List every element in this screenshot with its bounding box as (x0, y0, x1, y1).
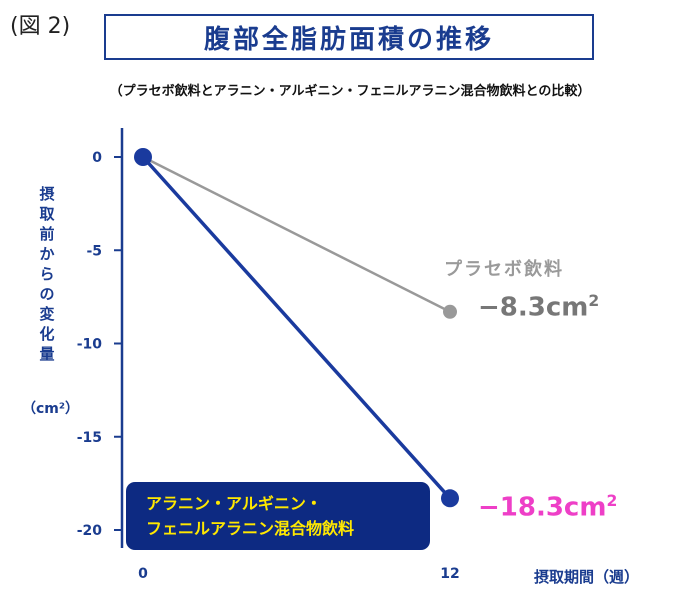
x-axis-label: 摂取期間（週） (534, 568, 640, 586)
x-tick-label: 12 (440, 566, 459, 582)
series-line-placebo (142, 155, 451, 313)
placebo-end-value-text: −8.3cm (478, 292, 589, 323)
y-tick-label: -10 (77, 337, 103, 353)
data-point-active (134, 148, 152, 166)
chart-subtitle: （プラセボ飲料とアラニン・アルギニン・フェニルアラニン混合物飲料との比較） (109, 84, 591, 99)
y-tick-label: 0 (92, 150, 102, 166)
y-tick-label: -20 (77, 523, 103, 539)
active-end-value-text: −18.3cm (478, 492, 607, 523)
placebo-series-label: プラセボ飲料 (444, 259, 564, 280)
active-end-value: −18.3cm2 (478, 492, 617, 523)
y-axis-unit: （cm²） (22, 401, 80, 417)
chart-title: 腹部全脂肪面積の推移 (203, 24, 494, 55)
series-line-active (141, 155, 452, 500)
data-point-active (441, 489, 459, 508)
active-unit-superscript: 2 (606, 492, 618, 510)
x-tick-label: 0 (138, 566, 148, 582)
title-box: 腹部全脂肪面積の推移 (104, 14, 594, 60)
active-series-legend: アラニン・アルギニン・ フェニルアラニン混合物飲料 (126, 482, 430, 550)
legend-line-2: フェニルアラニン混合物飲料 (146, 519, 355, 538)
legend-line-1: アラニン・アルギニン・ (146, 494, 322, 513)
y-tick-label: -15 (77, 430, 102, 446)
y-tick-label: -5 (86, 243, 102, 259)
placebo-end-value: −8.3cm2 (478, 292, 599, 323)
data-point-placebo (443, 304, 457, 319)
figure-label: (図 2) (10, 14, 71, 39)
placebo-unit-superscript: 2 (588, 292, 600, 310)
y-axis-label: 摂取前からの変化量 (39, 185, 55, 363)
